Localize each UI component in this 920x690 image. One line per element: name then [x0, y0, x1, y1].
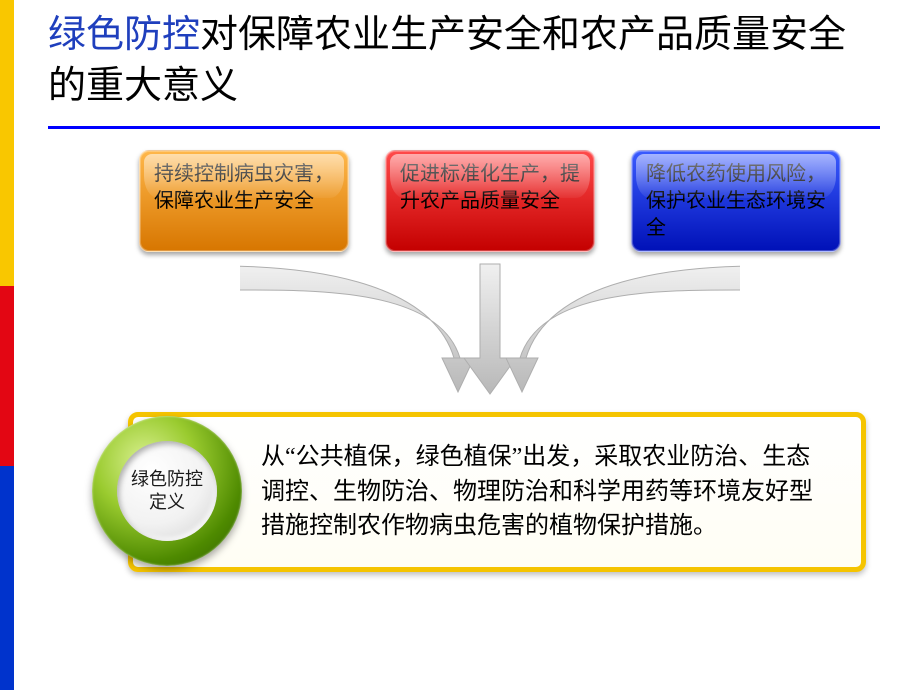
- box-quality-safety: 促进标准化生产，提升农产品质量安全: [385, 150, 595, 252]
- box-pest-control: 持续控制病虫灾害，保障农业生产安全: [139, 150, 349, 252]
- box-label: 降低农药使用风险，保护农业生态环境安全: [646, 163, 826, 239]
- box-label: 促进标准化生产，提升农产品质量安全: [400, 163, 580, 212]
- title-underline: [48, 126, 880, 129]
- badge-label: 绿色防控定义: [131, 468, 203, 515]
- converging-arrows: [240, 260, 740, 410]
- definition-badge: 绿色防控定义: [92, 416, 242, 566]
- left-stripe-red: [0, 286, 14, 466]
- left-stripe-yellow: [0, 0, 14, 286]
- box-label: 持续控制病虫灾害，保障农业生产安全: [154, 163, 334, 212]
- top-boxes-row: 持续控制病虫灾害，保障农业生产安全 促进标准化生产，提升农产品质量安全 降低农药…: [120, 150, 860, 252]
- title-highlight: 绿色防控: [48, 14, 200, 56]
- definition-text: 从“公共植保，绿色植保”出发，采取农业防治、生态调控、生物防治、物理防治和科学用…: [261, 440, 833, 544]
- definition-badge-inner: 绿色防控定义: [117, 441, 217, 541]
- left-stripe-blue: [0, 466, 14, 690]
- page-title: 绿色防控对保障农业生产安全和农产品质量安全的重大意义: [48, 10, 880, 113]
- box-eco-safety: 降低农药使用风险，保护农业生态环境安全: [631, 150, 841, 252]
